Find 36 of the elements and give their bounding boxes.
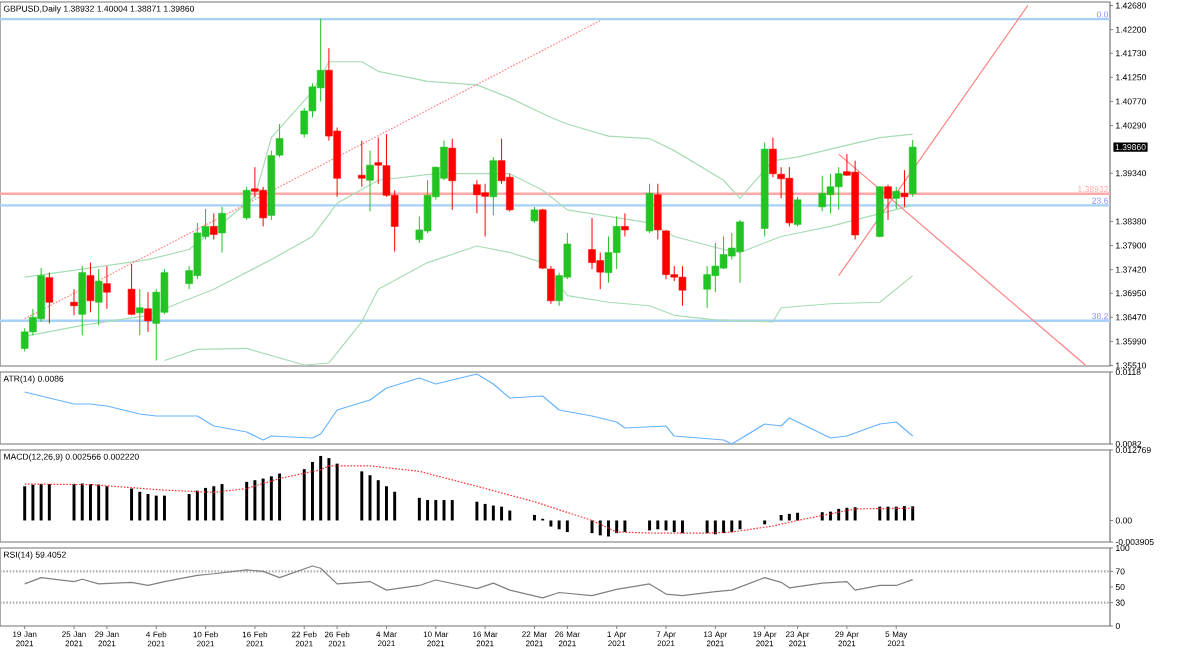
candlestick	[136, 288, 144, 336]
candlestick	[826, 173, 835, 214]
candlestick	[900, 169, 909, 208]
line-series	[24, 565, 914, 599]
candlestick	[448, 138, 456, 211]
candlestick	[103, 265, 111, 310]
candlestick	[489, 156, 498, 216]
candlestick	[144, 291, 152, 333]
candlestick	[588, 217, 596, 270]
candlestick	[834, 166, 843, 211]
candlestick	[736, 219, 744, 284]
candlestick	[94, 268, 103, 326]
candlestick	[908, 139, 917, 198]
candlestick	[242, 186, 251, 221]
line-series	[24, 61, 914, 278]
candlestick	[358, 140, 366, 188]
line-series	[163, 245, 914, 366]
candlestick	[785, 166, 794, 227]
candlestick	[127, 263, 136, 316]
candlestick	[678, 265, 687, 307]
candlestick	[621, 212, 629, 237]
candlestick	[78, 265, 86, 336]
candlestick	[884, 184, 892, 221]
candlestick	[703, 265, 711, 309]
candlestick	[892, 186, 900, 210]
candlestick	[218, 206, 226, 254]
candlestick	[210, 212, 218, 240]
candlestick	[86, 262, 95, 313]
line-series	[24, 465, 914, 534]
candlestick	[645, 183, 654, 234]
candlestick	[612, 215, 621, 270]
candlestick	[45, 272, 54, 324]
candlestick	[793, 196, 802, 227]
candlestick	[366, 150, 374, 212]
candlestick	[481, 183, 489, 237]
candlestick	[70, 288, 78, 316]
